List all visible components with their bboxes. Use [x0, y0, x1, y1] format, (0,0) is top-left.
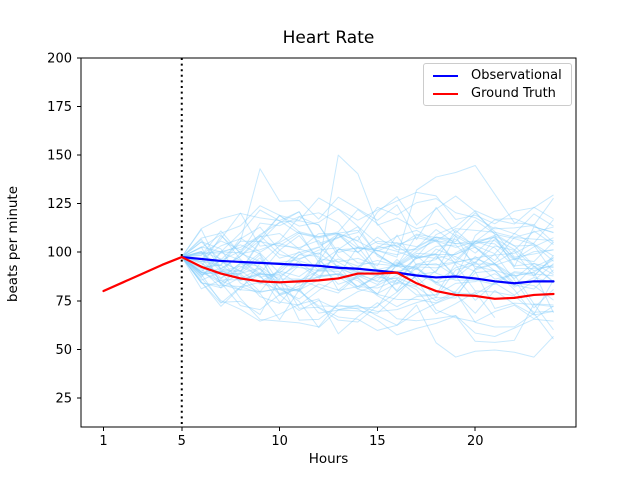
sample-trajectory-line: [181, 236, 554, 287]
sample-trajectory-line: [181, 230, 554, 340]
x-tick-label: 5: [178, 434, 186, 449]
sample-trajectory-line: [181, 234, 496, 319]
sample-trajectory-line: [181, 230, 554, 285]
y-tick-label: 150: [47, 149, 72, 164]
x-axis-label: Hours: [308, 451, 349, 467]
sample-trajectory-line: [181, 213, 554, 293]
x-tick-label: 20: [467, 434, 484, 449]
sample-trajectory-line: [181, 226, 554, 306]
ground-truth-line-swatch: [433, 92, 458, 95]
sample-trajectory-line: [181, 168, 554, 266]
y-tick-label: 125: [47, 197, 72, 212]
sample-trajectory-line: [181, 197, 554, 273]
y-tick-label: 25: [55, 391, 72, 406]
sample-trajectory-line: [181, 256, 554, 308]
sample-trajectory-line: [181, 256, 554, 337]
sample-trajectory-line: [181, 229, 554, 307]
sample-trajectory-line: [181, 211, 554, 269]
sample-trajectory-line: [181, 214, 554, 272]
chart-title: Heart Rate: [282, 28, 375, 48]
sample-trajectory-line: [181, 220, 554, 273]
legend: Observational Ground Truth: [423, 63, 572, 106]
sample-trajectory-line: [181, 209, 554, 282]
legend-entry-observational: Observational: [433, 68, 565, 83]
sample-trajectory-line: [181, 154, 554, 309]
sample-trajectory-line: [181, 212, 554, 285]
legend-entry-ground-truth: Ground Truth: [433, 86, 565, 101]
sample-trajectory-line: [181, 226, 554, 284]
sample-trajectory-line: [181, 239, 417, 293]
x-tick-label: 10: [271, 434, 288, 449]
sample-trajectory-line: [181, 251, 554, 316]
sample-trajectory-line: [181, 210, 554, 328]
observational-line: [180, 255, 555, 285]
sample-trajectory-line: [181, 238, 554, 313]
sample-trajectory-line: [181, 195, 554, 262]
observational-line-swatch: [433, 74, 458, 77]
sample-trajectory-line: [181, 233, 554, 302]
sample-trajectory-line: [181, 256, 554, 323]
y-tick-label: 75: [55, 294, 72, 309]
sample-trajectory-line: [181, 248, 554, 316]
sample-trajectory-line: [181, 229, 456, 292]
sample-trajectory-line: [181, 233, 554, 284]
sample-trajectory-line: [181, 165, 554, 268]
x-tick-label: 1: [99, 434, 107, 449]
sample-trajectory-line: [181, 256, 554, 311]
sample-trajectory-line: [181, 255, 554, 323]
legend-label-observational: Observational: [471, 68, 562, 83]
y-axis-label: beats per minute: [5, 185, 21, 303]
sample-trajectory-line: [181, 235, 554, 291]
legend-label-ground-truth: Ground Truth: [471, 86, 556, 101]
axes-frame: [80, 57, 577, 428]
sample-trajectory-line: [181, 209, 554, 289]
sample-trajectory-line: [181, 206, 554, 279]
ground-truth-line: [102, 255, 555, 300]
sample-trajectory-line: [181, 233, 554, 285]
sample-trajectory-line: [181, 256, 554, 312]
y-tick-label: 175: [47, 100, 72, 115]
sample-trajectory-line: [181, 250, 554, 358]
y-tick-label: 50: [55, 343, 72, 358]
sample-trajectory-line: [181, 241, 554, 296]
y-tick-label: 200: [47, 52, 72, 67]
sample-trajectory-line: [181, 191, 554, 258]
sample-trajectory-line: [181, 256, 554, 343]
x-tick-label: 15: [369, 434, 386, 449]
y-tick-label: 100: [47, 246, 72, 261]
